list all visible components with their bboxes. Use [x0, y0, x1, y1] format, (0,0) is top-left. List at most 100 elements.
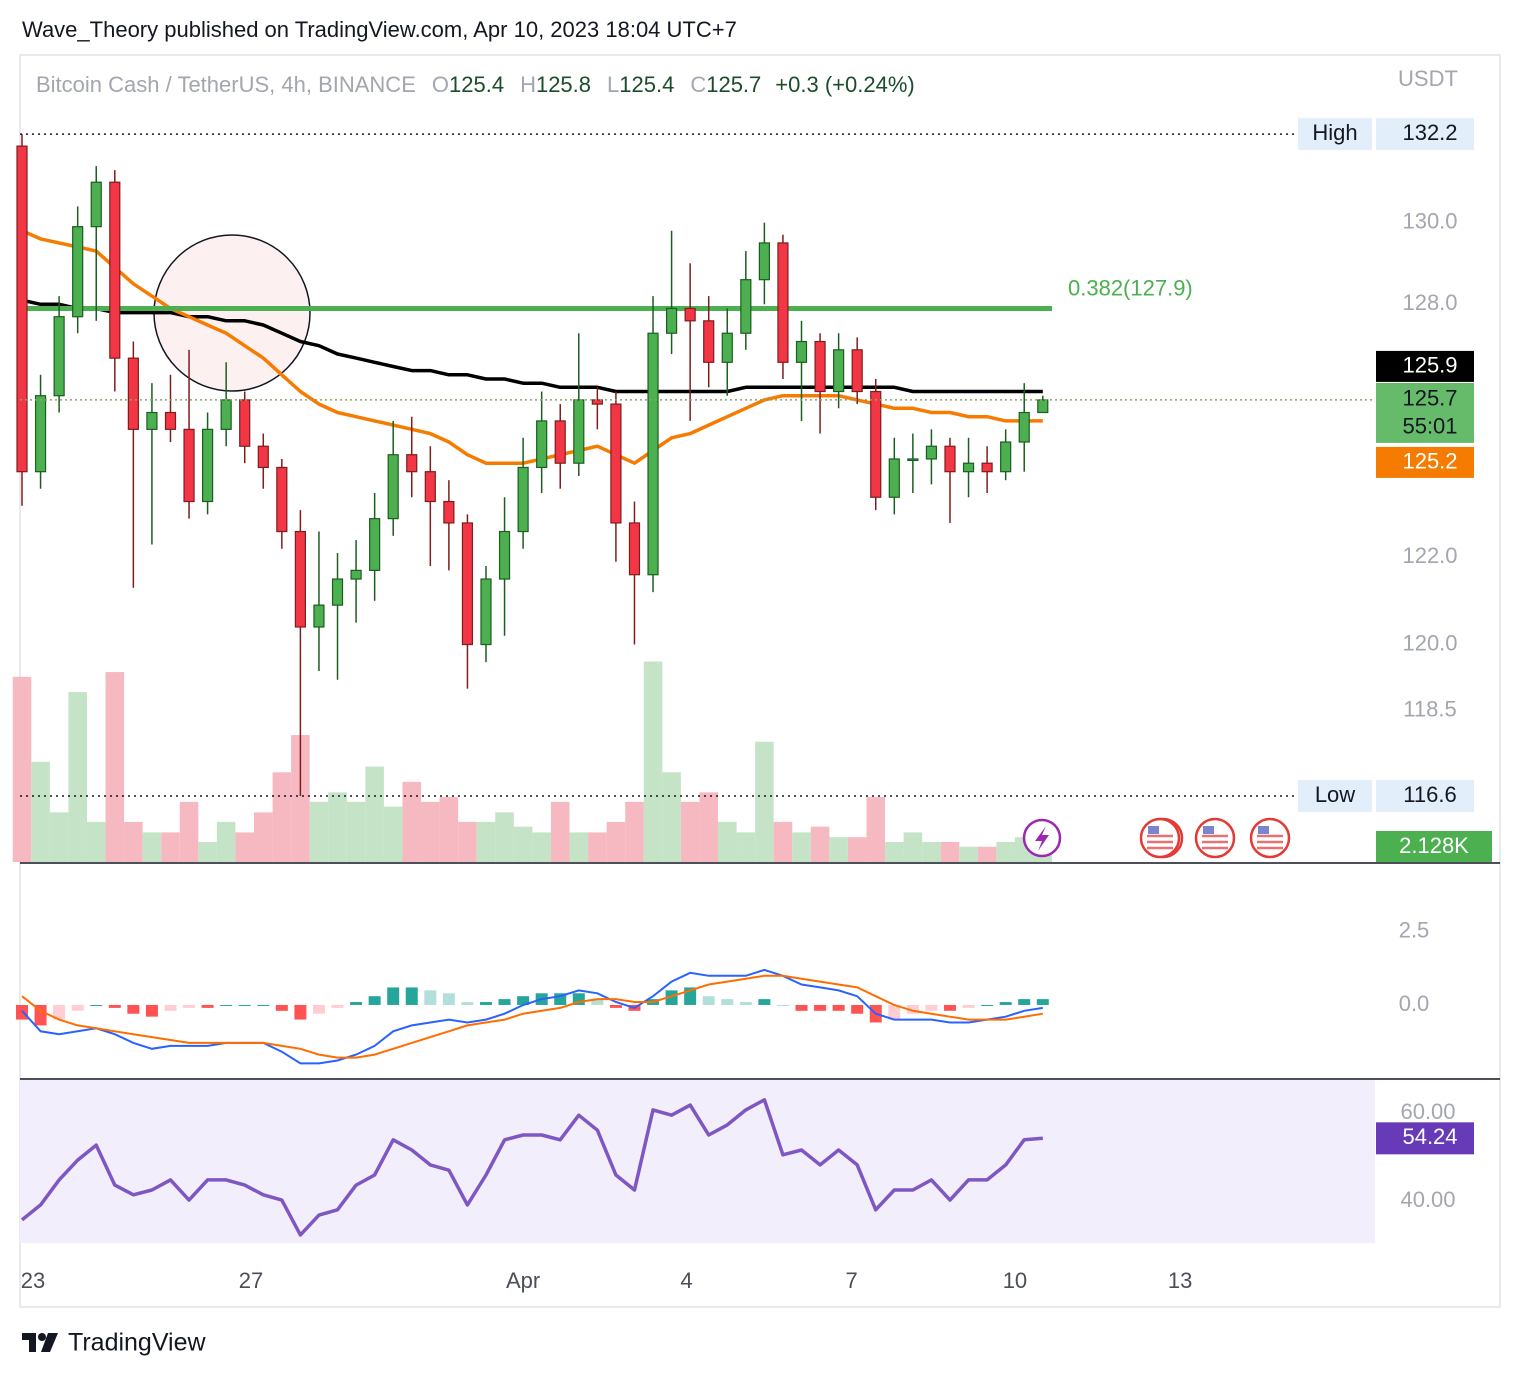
candle-body — [907, 458, 919, 462]
volume-bar — [755, 741, 774, 862]
extreme-value-box — [1376, 780, 1474, 813]
candle-body — [164, 411, 177, 430]
flag-cantons — [1148, 826, 1269, 834]
volume-bar — [550, 801, 570, 862]
rsi-value-label: 54.24 — [1402, 1124, 1457, 1149]
volume-bar — [625, 801, 644, 862]
y-tick-label: 130.0 — [1402, 208, 1457, 233]
candle-body — [183, 428, 195, 503]
candle-body — [628, 522, 641, 576]
volume-bar — [680, 801, 700, 862]
macd-histogram-bar — [442, 993, 455, 1005]
volume-bar — [49, 812, 69, 862]
volume-bar — [291, 735, 310, 862]
candle-body — [517, 466, 529, 533]
y-tick-label: 128.0 — [1402, 290, 1457, 315]
candle-body — [1000, 441, 1012, 473]
y-tick-label: 60.00 — [1400, 1099, 1455, 1124]
us-flag-icon[interactable] — [1194, 817, 1236, 859]
candle-body — [647, 332, 659, 576]
macd-histogram-bar — [71, 1004, 84, 1011]
macd-histogram-bar — [739, 1002, 752, 1005]
candle-body — [146, 411, 158, 430]
macd-histogram-bar — [424, 990, 437, 1005]
macd-histogram-bar — [814, 1004, 827, 1011]
candle-body — [665, 307, 678, 334]
event-icons — [1022, 817, 1291, 859]
candle-body — [443, 500, 455, 524]
candle-body — [758, 242, 770, 281]
candle-body — [833, 349, 845, 393]
volume-label-box — [1376, 831, 1492, 862]
candle-body — [313, 604, 325, 628]
extreme-key: High — [1312, 120, 1357, 145]
candle-body — [220, 399, 232, 430]
macd-histogram-bar — [1018, 999, 1031, 1005]
extreme-value: 132.2 — [1402, 120, 1457, 145]
x-tick-label: 7 — [845, 1268, 857, 1293]
macd-histogram-bar — [201, 1004, 214, 1008]
flag-stripes — [1147, 834, 1283, 850]
ohlc-key: H — [520, 72, 536, 97]
y-tick-label: 40.00 — [1400, 1187, 1455, 1212]
y-tick-label: 122.0 — [1402, 543, 1457, 568]
us-flag-icon[interactable] — [1139, 817, 1181, 859]
candle-body — [777, 242, 789, 363]
candle-body — [461, 522, 474, 646]
macd-histogram-bar — [925, 1004, 938, 1011]
extreme-key-box — [1298, 780, 1372, 813]
macd-histogram-bar — [888, 1004, 901, 1020]
volume-bar — [383, 806, 403, 862]
macd-histogram-bar — [1036, 999, 1049, 1005]
macd-histogram-bar — [702, 996, 715, 1005]
tradingview-logo — [22, 1333, 58, 1352]
y-tick-label: 118.5 — [1403, 697, 1456, 722]
volume-bar — [402, 781, 422, 862]
close-price-box — [1376, 382, 1474, 443]
volume-bar — [606, 821, 626, 862]
volume-bar — [569, 832, 589, 862]
macd-histogram-bar — [851, 1004, 864, 1014]
x-tick-label: 10 — [1003, 1268, 1027, 1293]
macd-histogram-bar — [479, 1002, 492, 1005]
volume-bar — [235, 832, 254, 862]
candle-body — [202, 428, 214, 503]
candle-body — [406, 454, 418, 473]
x-tick-label: 27 — [239, 1268, 263, 1293]
macd-histogram-bar — [981, 1004, 994, 1006]
extreme-value-box — [1376, 118, 1474, 151]
volume-bar — [866, 797, 886, 862]
close-price-label: 125.7 — [1402, 386, 1457, 411]
volume-bar — [959, 846, 978, 862]
rsi-value-box — [1376, 1122, 1474, 1155]
candle-body — [962, 462, 975, 473]
volume-bar — [736, 832, 756, 862]
macd-histogram-bar — [572, 993, 585, 1005]
candle-body — [536, 420, 548, 469]
macd-line — [21, 968, 1043, 1065]
price-change: +0.3 (+0.24%) — [775, 72, 914, 97]
volume-bar — [105, 672, 125, 862]
volume-bar — [717, 821, 737, 862]
candle-body — [1018, 411, 1030, 443]
macd-histogram-bar — [461, 1002, 474, 1005]
ohlc-value: 125.4 — [449, 72, 504, 97]
macd-histogram-bar — [257, 1004, 270, 1006]
candle-body — [34, 395, 47, 473]
volume-bar — [31, 761, 50, 862]
extreme-value: 116.6 — [1403, 782, 1456, 807]
candle-body — [944, 445, 956, 473]
macd-histogram-bar — [294, 1004, 307, 1020]
macd-histogram-bar — [591, 999, 604, 1005]
candle-body — [72, 226, 84, 318]
volume-bar — [829, 837, 848, 862]
us-flag-icon[interactable] — [1249, 817, 1291, 859]
volume-bar — [532, 832, 551, 862]
candle-body — [239, 399, 251, 447]
volume-bar — [662, 772, 681, 862]
volume-bar — [12, 676, 32, 862]
macd-histogram-bar — [906, 1004, 919, 1014]
candle-body — [573, 399, 585, 464]
macd-histogram-bar — [90, 1004, 103, 1006]
macd-histogram-bar — [312, 1004, 325, 1014]
